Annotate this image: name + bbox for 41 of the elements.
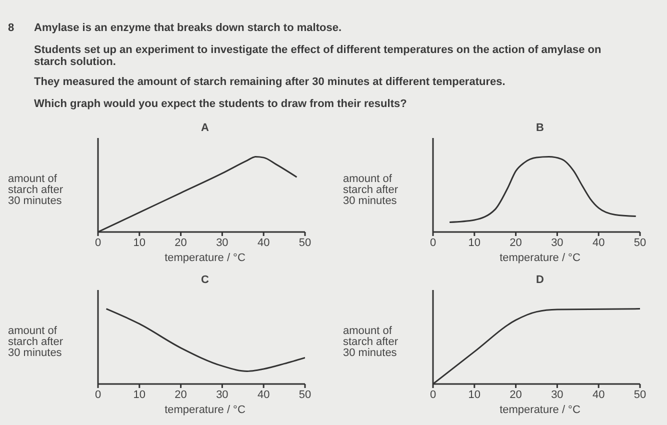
x-tick-label: 30 bbox=[216, 236, 228, 249]
y-axis-title: amount of starch after 30 minutes bbox=[343, 325, 400, 359]
x-tick-label: 30 bbox=[216, 388, 228, 401]
x-tick-label: 0 bbox=[430, 236, 436, 249]
text: Students set up an experiment to investigate the effect of different temperatures on the action of amylase on starch solution. bbox=[34, 44, 602, 68]
x-tick-label: 50 bbox=[634, 388, 646, 401]
x-axis-title: temperature / °C bbox=[498, 252, 582, 264]
x-tick-label: 0 bbox=[94, 236, 102, 249]
x-axis-title: temperature / °C bbox=[164, 404, 246, 416]
x-tick-label: 50 bbox=[298, 388, 312, 401]
y-axis-title: amount of starch after 30 minutes bbox=[343, 173, 400, 207]
x-tick-label: 30 bbox=[551, 388, 564, 401]
x-tick-label: 20 bbox=[174, 388, 187, 401]
x-tick-label: 30 bbox=[551, 236, 564, 249]
chart-title: C bbox=[200, 274, 210, 286]
x-tick-label: 10 bbox=[468, 388, 481, 401]
chart-title: A bbox=[200, 122, 210, 134]
text: Amylase is an enzyme that breaks down starch to maltose. bbox=[34, 22, 342, 34]
text: Which graph would you expect the students to draw from their results? bbox=[34, 98, 408, 110]
x-axis-title: temperature / °C bbox=[164, 252, 246, 264]
x-axis-title: temperature / °C bbox=[498, 404, 582, 416]
x-tick-label: 10 bbox=[468, 236, 481, 249]
x-tick-label: 40 bbox=[592, 388, 605, 401]
y-axis-title: amount of starch after 30 minutes bbox=[8, 325, 64, 359]
x-tick-label: 20 bbox=[174, 236, 187, 249]
x-tick-label: 10 bbox=[133, 388, 146, 401]
x-tick-label: 40 bbox=[592, 236, 605, 249]
chart-title: B bbox=[535, 122, 545, 134]
chart-title: D bbox=[535, 274, 545, 286]
text: 8 bbox=[8, 22, 14, 34]
text: They measured the amount of starch remaining after 30 minutes at different temperatures. bbox=[34, 76, 506, 88]
x-tick-label: 50 bbox=[298, 236, 312, 249]
x-tick-label: 40 bbox=[257, 236, 270, 249]
x-tick-label: 0 bbox=[430, 388, 436, 401]
x-tick-label: 0 bbox=[94, 388, 102, 401]
x-tick-label: 10 bbox=[133, 236, 146, 249]
y-axis-title: amount of starch after 30 minutes bbox=[8, 173, 64, 207]
x-tick-label: 40 bbox=[257, 388, 270, 401]
x-tick-label: 20 bbox=[510, 388, 522, 401]
x-tick-label: 20 bbox=[510, 236, 522, 249]
x-tick-label: 50 bbox=[634, 236, 646, 249]
